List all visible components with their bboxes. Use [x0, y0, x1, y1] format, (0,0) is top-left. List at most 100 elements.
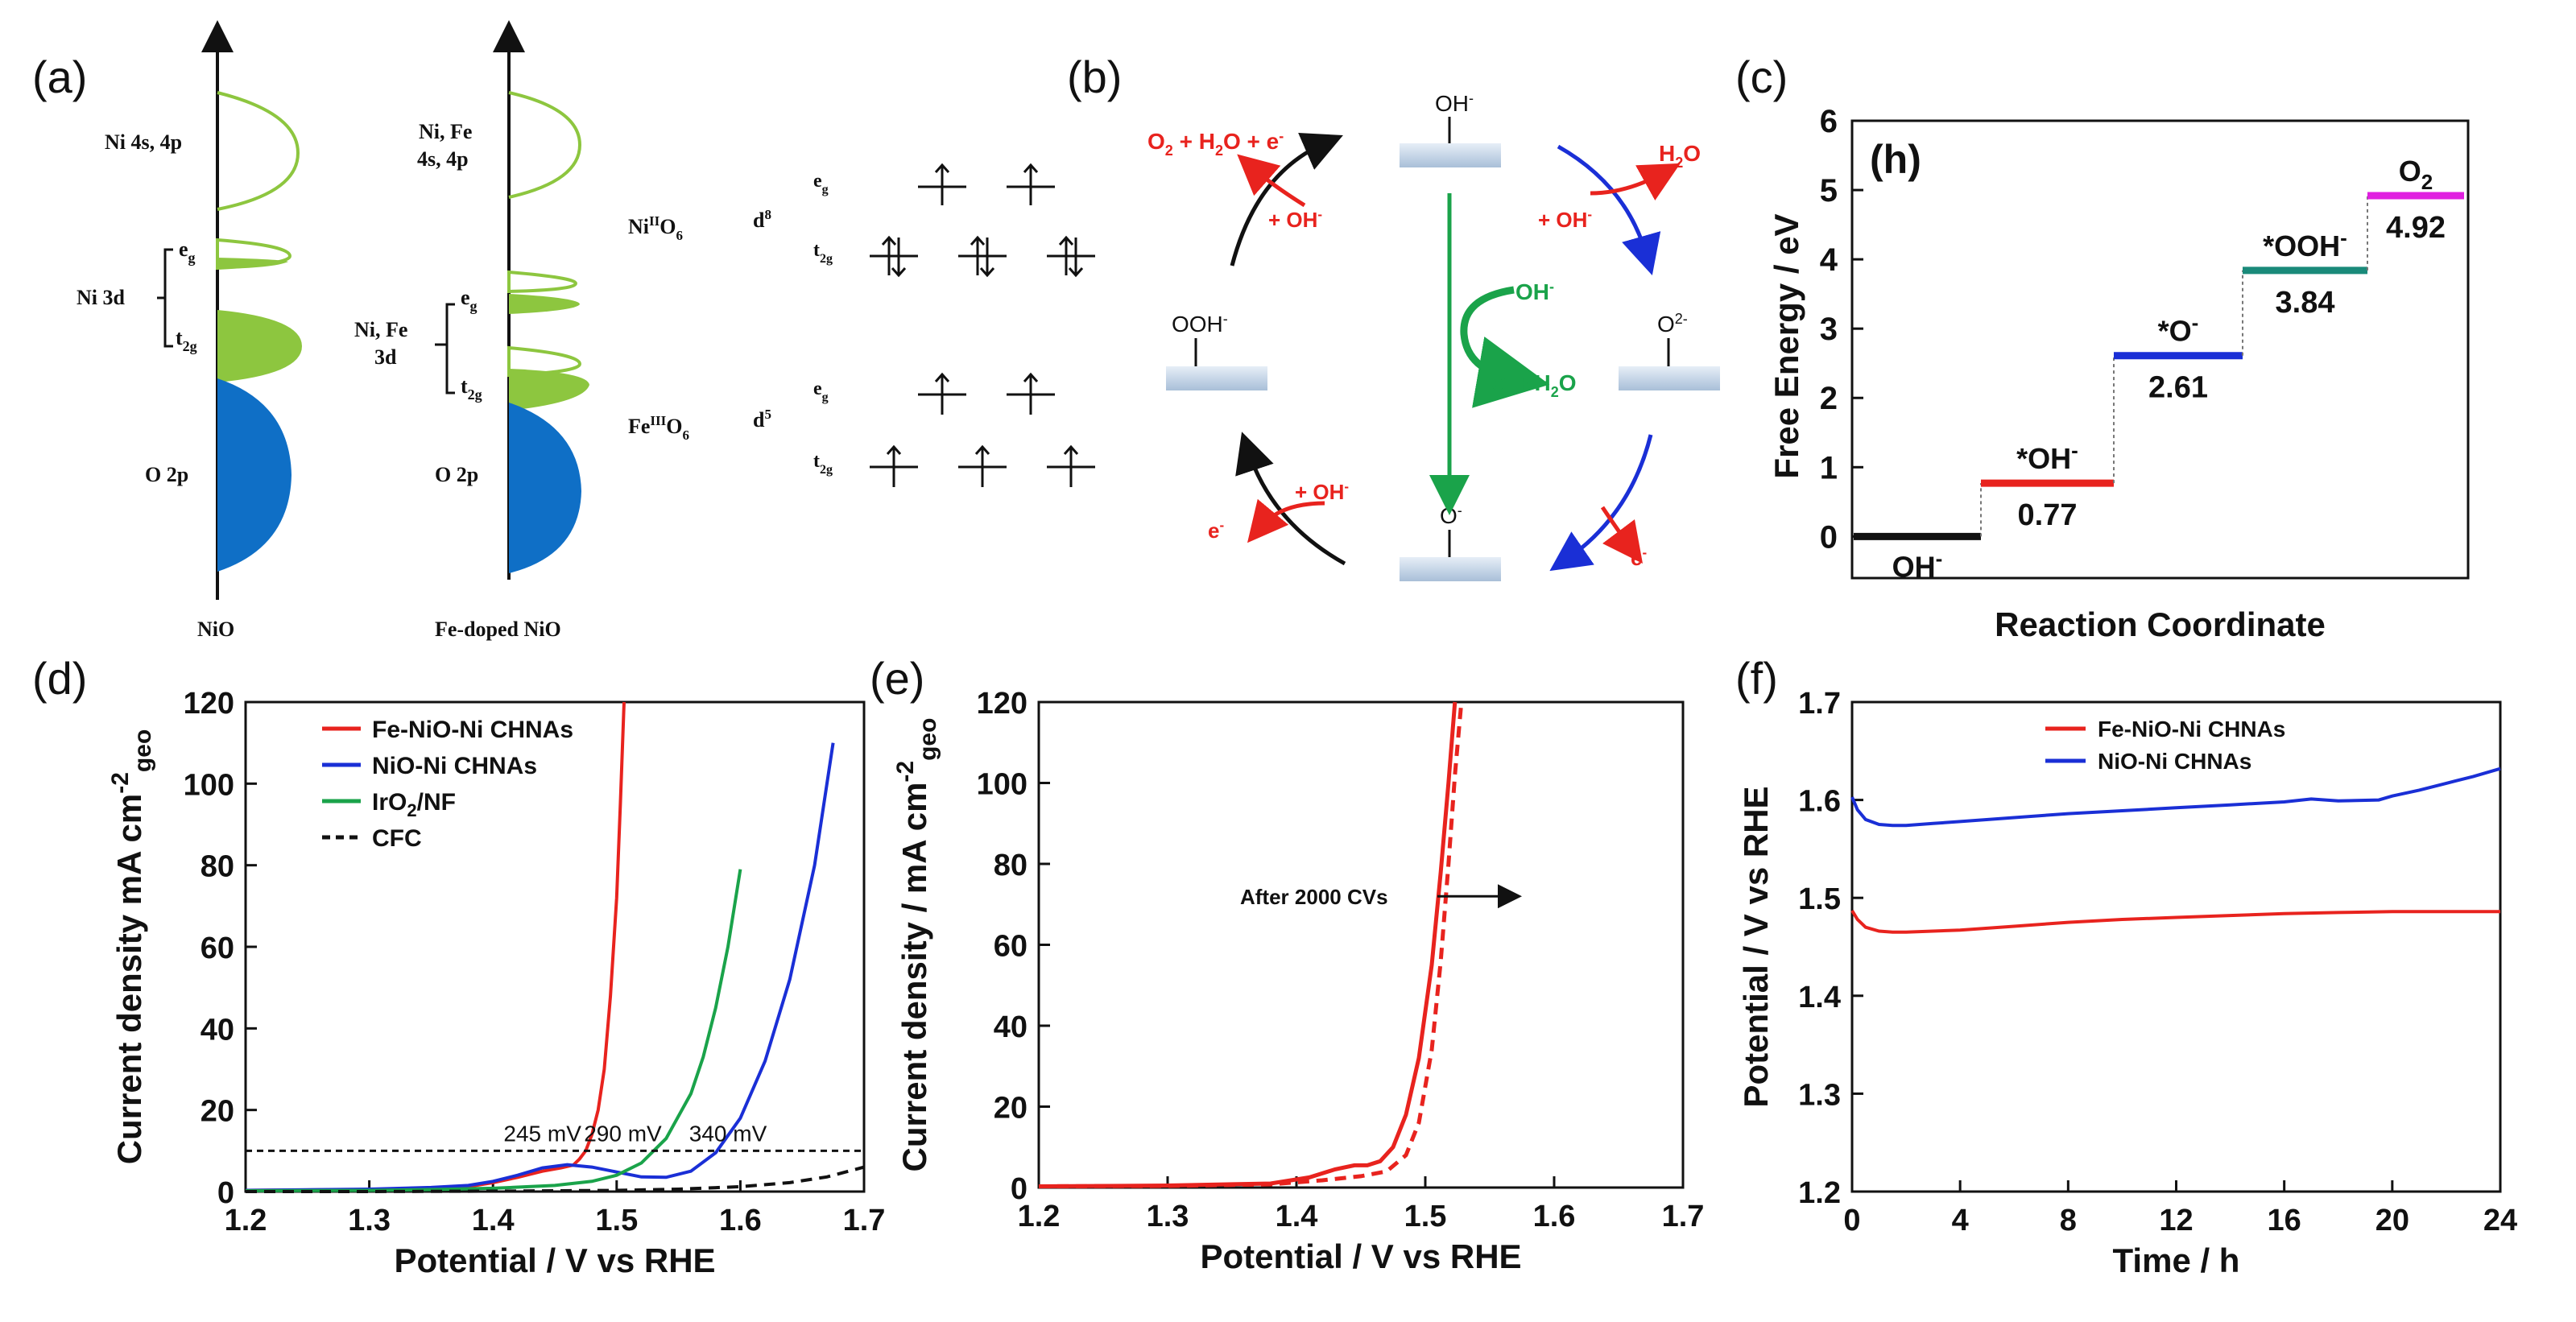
fe-t2g-label: t2g	[461, 374, 482, 403]
slab-left	[1166, 366, 1267, 390]
chart-c-xlabel: Reaction Coordinate	[1995, 605, 2326, 643]
chart-d-ytick-label: 80	[201, 850, 234, 884]
chart-f-xtick-label: 12	[2159, 1204, 2193, 1237]
label-plus-oh-topright: + OH-	[1538, 207, 1592, 232]
fe-eg-label-cf: eg	[813, 378, 829, 404]
nio-label: NiO	[197, 618, 234, 641]
panel-f-label: (f)	[1735, 653, 1778, 704]
fe-t2g-label-cf: t2g	[813, 451, 833, 477]
chart-e-ytick-label: 20	[994, 1092, 1028, 1126]
label-e-bottomleft: e-	[1208, 518, 1224, 543]
adsorbate-ooh-left: OOH-	[1172, 311, 1228, 337]
ni-t2g-orbitals	[870, 235, 1095, 278]
adsorbate-oh-top: OH-	[1435, 90, 1474, 116]
chart-f-ytick-label: 1.2	[1798, 1176, 1841, 1210]
fe-nife3d-brace	[435, 303, 455, 395]
chart-f-series-2	[1850, 766, 2501, 828]
panel-a: (a) Ni 4s, 4p Ni 3d eg t2g O 2p NiO Ni, …	[32, 20, 1095, 641]
chart-f-legend-label: Fe-NiO-Ni CHNAs	[2098, 717, 2285, 742]
chart-c-ytick-label: 3	[1820, 312, 1838, 347]
chart-c-step-label: *OH-	[2016, 438, 2078, 475]
nio-t2g-band	[217, 310, 302, 382]
chart-e-ytick-label: 100	[977, 768, 1028, 802]
chart-c-step-label: *O-	[2158, 311, 2199, 348]
adsorbate-o-bottom: O-	[1440, 502, 1462, 528]
fe-t2g-orbitals	[870, 444, 1095, 487]
label-o2-products: O2 + H2O + e-	[1147, 128, 1284, 159]
chart-e-series-1	[1038, 701, 1458, 1188]
fe-eg-band-2	[509, 294, 580, 314]
fe-nife4s-label: Ni, Fe	[419, 120, 472, 143]
fe-t2g-band-2	[509, 369, 589, 411]
chart-d-xtick-label: 1.6	[719, 1204, 762, 1237]
chart-d-xtick-label: 1.4	[472, 1204, 515, 1237]
chart-d-xtick-label: 1.2	[225, 1204, 267, 1237]
chart-e-xtick-label: 1.4	[1276, 1200, 1318, 1233]
chart-e-ytick-label: 120	[977, 687, 1028, 721]
fe-ni4s4p-band	[508, 91, 582, 199]
chart-e-xlabel: Potential / V vs RHE	[1200, 1237, 1521, 1275]
chart-e-ytick-label: 60	[994, 930, 1028, 964]
fe-doped-label: Fe-doped NiO	[435, 618, 561, 641]
arrow-red-o2-release	[1237, 154, 1306, 208]
nio-ni3d-label: Ni 3d	[76, 286, 126, 309]
nio-eg-label: eg	[179, 238, 196, 266]
panel-d-chart: (d) 1.2 1.3 1.4 1.5 1.6 1.7 0 20 40 60 80 100 120 Pot…	[32, 653, 885, 1279]
slab-right	[1619, 366, 1720, 390]
panel-f-chart: (f) 0 4 8 12 16 20 24 1.2 1.3 1.4 1.5 1.6 1.7 Time / …	[1735, 653, 2517, 1279]
nio-o2p-band	[217, 378, 292, 572]
panel-d-label: (d)	[32, 653, 87, 704]
fe-eg-orbitals	[918, 372, 1055, 415]
arrow-green-curve	[1460, 286, 1550, 408]
chart-d-series-3	[245, 869, 742, 1192]
arrow-red-h2o-release	[1590, 163, 1681, 200]
chart-c-ytick-label: 6	[1820, 104, 1838, 139]
chart-d-ytick-label: 100	[184, 768, 234, 802]
chart-e-annotation: After 2000 CVs	[1240, 885, 1388, 909]
chart-f-ytick-label: 1.4	[1798, 981, 1841, 1014]
chart-c-step-label: OH-	[1892, 546, 1943, 583]
chart-d-annotation: 245 mV	[503, 1121, 581, 1146]
ni-complex-label: NiIIO6	[628, 213, 683, 243]
chart-e-frame	[1037, 700, 1685, 1189]
chart-d-xtick-label: 1.5	[595, 1204, 638, 1237]
chart-f-ytick-label: 1.5	[1798, 882, 1841, 916]
nio-ni4s4p-label: Ni 4s, 4p	[105, 130, 182, 154]
label-plus-oh-bottomleft: + OH-	[1295, 479, 1349, 504]
chart-f-xtick-label: 4	[1952, 1204, 1969, 1237]
nio-o2p-label: O 2p	[145, 463, 188, 486]
nio-ni4s4p-band	[217, 91, 300, 211]
chart-d-ytick-label: 40	[201, 1013, 234, 1047]
arrow-red-e-bottomleft	[1247, 498, 1325, 543]
chart-e-series-2	[1038, 701, 1464, 1188]
chart-e-xtick-label: 1.2	[1018, 1200, 1061, 1233]
chart-d-ytick-label: 20	[201, 1095, 234, 1129]
chart-d-ytick-label: 120	[184, 687, 234, 721]
chart-c-frame	[1850, 119, 2470, 580]
chart-e-ylabel: Current density / mA cm-2geo	[892, 718, 941, 1172]
chart-c-step-value: 3.84	[2276, 286, 2335, 320]
chart-c-step-value: 0.77	[2018, 498, 2078, 532]
fe-eg-band-1	[507, 270, 578, 294]
chart-f-xtick-label: 0	[1843, 1204, 1860, 1237]
chart-c-step-value: 2.61	[2148, 371, 2208, 405]
chart-d-ytick-label: 60	[201, 932, 234, 965]
fe-o2p-band	[509, 403, 581, 573]
panel-c-label: (c)	[1735, 52, 1788, 102]
ni-d8-label: d8	[753, 207, 771, 232]
label-green-oh: OH-	[1515, 279, 1554, 304]
arrow-o2minus-to-o	[1549, 434, 1653, 572]
chart-d-annotation: 340 mV	[689, 1121, 767, 1146]
slab-top	[1400, 143, 1501, 167]
label-plus-oh-topleft: + OH-	[1268, 207, 1322, 232]
chart-c-ytick-label: 2	[1820, 381, 1838, 416]
chart-f-legend-label: NiO-Ni CHNAs	[2098, 749, 2251, 774]
chart-f-xtick-label: 8	[2060, 1204, 2077, 1237]
chart-c-step-value: 4.92	[2386, 211, 2446, 245]
arrow-oh-to-o2minus	[1557, 144, 1661, 276]
arrow-ooh-to-o2	[1230, 133, 1343, 266]
chart-c-ytick-label: 1	[1820, 450, 1838, 485]
chart-d-legend-label: IrO2/NF	[372, 789, 456, 820]
chart-d-legend-label: NiO-Ni CHNAs	[372, 753, 537, 779]
